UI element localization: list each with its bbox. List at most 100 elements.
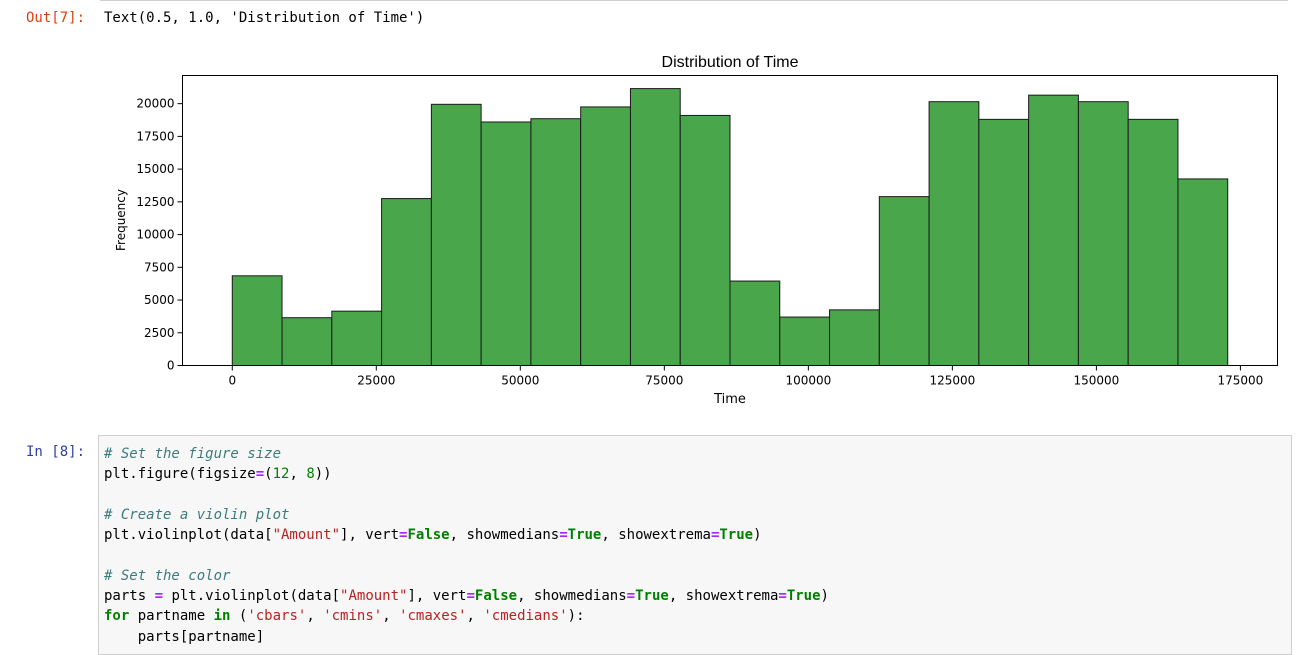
code-token: plt.violinplot(data[: [163, 588, 341, 605]
code-token: =: [559, 527, 568, 544]
code-token: =: [710, 527, 720, 544]
code-cell-editor[interactable]: # Set the figure size plt.figure(figsize=…: [98, 435, 1292, 655]
code-token: 'cmaxes': [399, 608, 467, 625]
code-token: 'cbars': [247, 608, 307, 625]
y-tick-label: 20000: [136, 97, 174, 111]
code-token: False: [407, 527, 450, 544]
code-token: , showextrema: [668, 588, 779, 605]
code-token: partname: [129, 608, 214, 625]
code-token: "Amount": [340, 588, 408, 605]
plot-frame: [182, 75, 1278, 366]
code-token: (: [230, 608, 248, 625]
code-token: plt.violinplot(data[: [104, 527, 273, 544]
code-line[interactable]: for partname in ('cbars', 'cmins', 'cmax…: [104, 606, 829, 626]
code-line[interactable]: [104, 485, 829, 505]
histogram-bar: [231, 275, 283, 366]
code-token: # Set the figure size: [104, 446, 282, 462]
code-token: plt.figure(figsize: [104, 466, 256, 483]
y-tick-label: 17500: [136, 129, 174, 143]
output-prompt: Out[7]:: [26, 10, 86, 26]
code-token: =: [154, 588, 164, 605]
x-tick-label: 50000: [501, 374, 539, 388]
code-line[interactable]: parts = plt.violinplot(data["Amount"], v…: [104, 586, 829, 606]
code-token: )): [314, 466, 332, 483]
histogram-bar: [779, 316, 831, 366]
histogram-bar: [978, 118, 1030, 366]
y-tick-label: 2500: [144, 326, 175, 340]
y-tick-label: 10000: [136, 228, 174, 242]
code-token: 8: [306, 466, 315, 483]
code-line[interactable]: # Set the figure size: [104, 444, 829, 464]
code-token: ):: [567, 608, 585, 625]
histogram-bar: [1077, 101, 1129, 367]
code-token: =: [466, 588, 475, 605]
code-token: , showextrema: [601, 527, 711, 544]
code-line[interactable]: # Create a violin plot: [104, 505, 829, 525]
x-tick-label: 100000: [785, 374, 831, 388]
code-token: # Set the color: [104, 567, 231, 584]
code-token: # Create a violin plot: [104, 506, 290, 523]
code-token: , showmedians: [517, 588, 627, 605]
input-prompt: In [8]:: [26, 444, 86, 460]
code-token: False: [474, 588, 518, 605]
y-tick-label: 7500: [144, 260, 175, 274]
code-token: ,: [306, 608, 324, 625]
code-token: "Amount": [272, 527, 341, 544]
code-token: for: [104, 608, 130, 625]
code-token: ,: [382, 608, 400, 625]
code-token: True: [635, 588, 669, 605]
histogram-bar: [580, 106, 631, 367]
histogram-bar: [381, 198, 432, 366]
code-text[interactable]: # Set the figure size plt.figure(figsize=…: [104, 444, 829, 647]
histogram-bar: [829, 309, 880, 366]
histogram-bar: [480, 121, 532, 366]
histogram-bar: [729, 280, 781, 367]
output-text: Text(0.5, 1.0, 'Distribution of Time'): [104, 10, 425, 26]
code-token: True: [786, 588, 821, 605]
histogram-bar: [1028, 94, 1079, 366]
x-tick-label: 0: [228, 374, 236, 388]
histogram-bar: [331, 310, 383, 367]
histogram-bars: [231, 88, 1229, 367]
y-tick-label: 5000: [144, 293, 175, 307]
y-tick-label: 12500: [136, 195, 174, 209]
histogram-bar: [878, 196, 930, 366]
x-axis-ticks: 0 25000 50000 75000 100000 125000 150000 175000: [228, 365, 1263, 388]
x-tick-label: 125000: [929, 374, 975, 388]
code-token: True: [567, 527, 602, 544]
histogram-bar: [1177, 178, 1229, 366]
histogram-chart: 0 25000 50000 75000 100000 125000 150000 175000…: [114, 54, 1278, 407]
histogram-bar: [281, 317, 333, 366]
code-token: ): [820, 588, 829, 605]
code-token: =: [778, 588, 787, 605]
code-token: =: [255, 466, 265, 483]
code-token: =: [399, 527, 408, 544]
code-token: (: [264, 466, 273, 483]
previous-cell-border: [100, 0, 1288, 1]
code-token: ,: [289, 466, 307, 483]
code-token: 'cmedians': [483, 608, 568, 625]
code-token: =: [626, 588, 636, 605]
code-token: 'cmins': [323, 608, 383, 625]
histogram-bar: [928, 101, 980, 367]
code-token: ], vert: [340, 527, 400, 544]
code-token: 12: [272, 466, 290, 483]
code-line[interactable]: [104, 545, 829, 565]
code-line[interactable]: parts[partname]: [104, 627, 829, 647]
code-line[interactable]: # Set the color: [104, 566, 829, 586]
code-token: True: [719, 527, 754, 544]
x-tick-label: 175000: [1217, 374, 1263, 388]
code-line[interactable]: plt.figure(figsize=(12, 8)): [104, 464, 829, 484]
histogram-bar: [530, 118, 582, 366]
y-tick-label: 0: [167, 359, 175, 373]
code-line[interactable]: plt.violinplot(data["Amount"], vert=Fals…: [104, 525, 829, 545]
code-token: in: [213, 608, 231, 625]
x-axis-label: Time: [713, 392, 746, 407]
x-tick-label: 25000: [357, 374, 395, 388]
histogram-bar: [679, 114, 731, 366]
code-token: parts: [104, 588, 155, 605]
x-tick-label: 150000: [1073, 374, 1119, 388]
x-tick-label: 75000: [645, 374, 683, 388]
y-axis-label: Frequency: [114, 189, 128, 251]
code-token: ,: [466, 608, 484, 625]
